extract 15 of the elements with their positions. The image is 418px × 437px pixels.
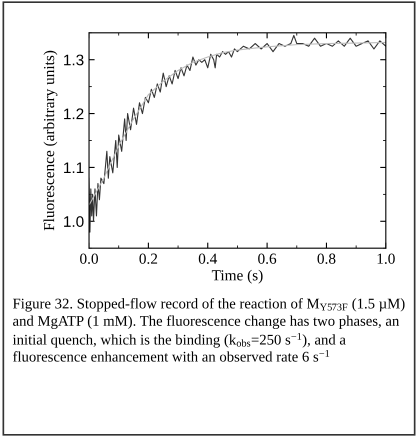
text: Figure 32. Stopped-flow record of the reaction of M$_{Y573F}$ (1.5 µM) and MgATP (1 mM). The fluorescence change has two phases, an initial quench, which is the binding (k$_{obs}$=250 s$^{−1}$), and a fluorescence enhancement with an observed rate 6 s$^{−1}$ [12,298,405,362]
x-tick-label: 1.0 [378,254,395,264]
y-tick-label: 1.1 [64,162,84,173]
x-tick-label: 0.0 [80,254,98,264]
x-tick-label: 0.8 [317,254,336,264]
y-tick-label: 1.3 [64,54,84,66]
x-tick-label: 0.2 [139,254,158,264]
y-tick-label: 1.2 [64,108,84,120]
line-series [89,42,386,206]
x-tick-label: 0.6 [258,254,276,264]
y-axis-title: Fluorescence (arbitrary units) [43,50,58,230]
x-axis-title: Time (s) [212,270,263,284]
line-series [89,34,386,233]
y-tick-label: 1.0 [64,216,84,227]
x-tick-label: 0.4 [198,254,218,264]
